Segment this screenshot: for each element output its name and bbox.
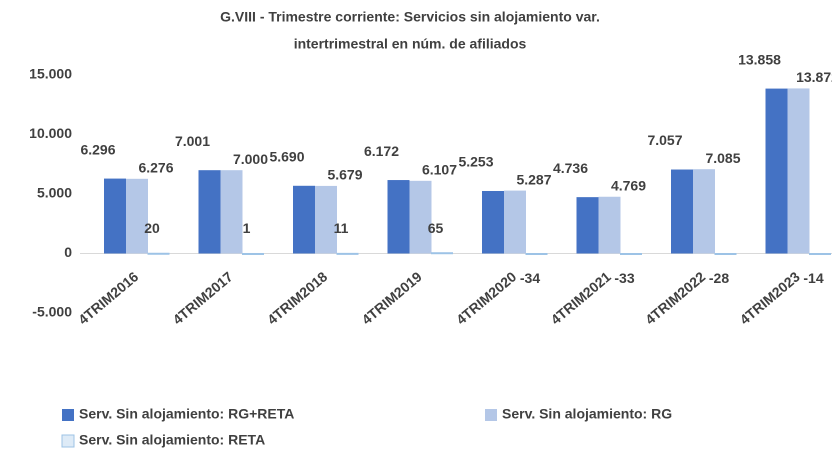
bar xyxy=(431,252,453,255)
x-tick-label: 4TRIM2016 xyxy=(75,268,141,327)
value-label: 5.253 xyxy=(458,154,493,170)
x-tick-label: 4TRIM2021 xyxy=(547,268,613,327)
chart-title: intertrimestral en núm. de afiliados xyxy=(294,36,527,52)
bar xyxy=(598,196,621,254)
value-label: 6.276 xyxy=(138,160,173,176)
bar xyxy=(336,252,359,255)
x-tick-label: 4TRIM2017 xyxy=(169,268,235,327)
y-tick-label: 5.000 xyxy=(37,185,72,201)
value-label: 5.690 xyxy=(269,148,304,164)
bar xyxy=(714,253,737,255)
legend-label: Serv. Sin alojamiento: RG xyxy=(502,406,672,422)
value-label: -34 xyxy=(520,270,540,286)
bar xyxy=(147,252,170,255)
value-label: 11 xyxy=(334,220,349,236)
bar xyxy=(809,253,831,255)
bar xyxy=(315,185,337,254)
bar xyxy=(576,197,599,254)
bar xyxy=(765,88,788,254)
value-label: 13.872 xyxy=(796,69,832,85)
x-tick-label: 4TRIM2019 xyxy=(358,268,424,327)
value-label: 7.057 xyxy=(647,132,682,148)
bar xyxy=(482,190,504,254)
bar xyxy=(293,185,315,254)
value-label: 6.107 xyxy=(422,162,457,178)
y-tick-label: -5.000 xyxy=(32,304,72,320)
bar xyxy=(620,253,642,255)
value-label: 7.085 xyxy=(705,150,740,166)
bar xyxy=(504,190,526,254)
legend-swatch xyxy=(62,409,74,421)
bar xyxy=(693,169,715,254)
legend-swatch xyxy=(61,434,75,448)
bar xyxy=(409,180,432,254)
value-label: 6.296 xyxy=(80,141,115,157)
value-label: 20 xyxy=(144,220,160,236)
y-tick-label: 15.000 xyxy=(29,66,72,82)
bar xyxy=(387,180,410,254)
x-tick-label: 4TRIM2022 xyxy=(642,268,708,327)
y-tick-label: 10.000 xyxy=(29,125,72,141)
bar xyxy=(126,178,148,254)
bar xyxy=(220,170,243,254)
bar xyxy=(671,169,693,254)
bar xyxy=(242,252,264,255)
value-label: -14 xyxy=(803,270,823,286)
value-label: -28 xyxy=(709,270,729,286)
y-tick-label: 0 xyxy=(64,244,72,260)
chart-title: G.VIII - Trimestre corriente: Servicios … xyxy=(220,9,600,25)
value-label: 7.001 xyxy=(175,133,210,149)
value-label: 6.172 xyxy=(364,143,399,159)
value-label: 1 xyxy=(243,220,251,236)
legend-swatch xyxy=(485,409,497,421)
value-label: 4.769 xyxy=(611,177,646,193)
bar xyxy=(787,88,810,254)
legend-label: Serv. Sin alojamiento: RG+RETA xyxy=(79,406,294,422)
value-label: -33 xyxy=(614,270,634,286)
value-label: 13.858 xyxy=(738,51,781,67)
value-label: 7.000 xyxy=(233,151,268,167)
value-label: 4.736 xyxy=(553,160,588,176)
bar xyxy=(525,253,548,255)
legend-label: Serv. Sin alojamiento: RETA xyxy=(79,432,265,448)
value-label: 65 xyxy=(428,220,444,236)
bar xyxy=(104,178,126,254)
value-label: 5.679 xyxy=(327,167,362,183)
x-tick-label: 4TRIM2023 xyxy=(736,268,802,327)
x-tick-label: 4TRIM2020 xyxy=(453,268,519,327)
value-label: 5.287 xyxy=(516,171,551,187)
bar xyxy=(198,170,221,254)
x-tick-label: 4TRIM2018 xyxy=(264,268,330,327)
